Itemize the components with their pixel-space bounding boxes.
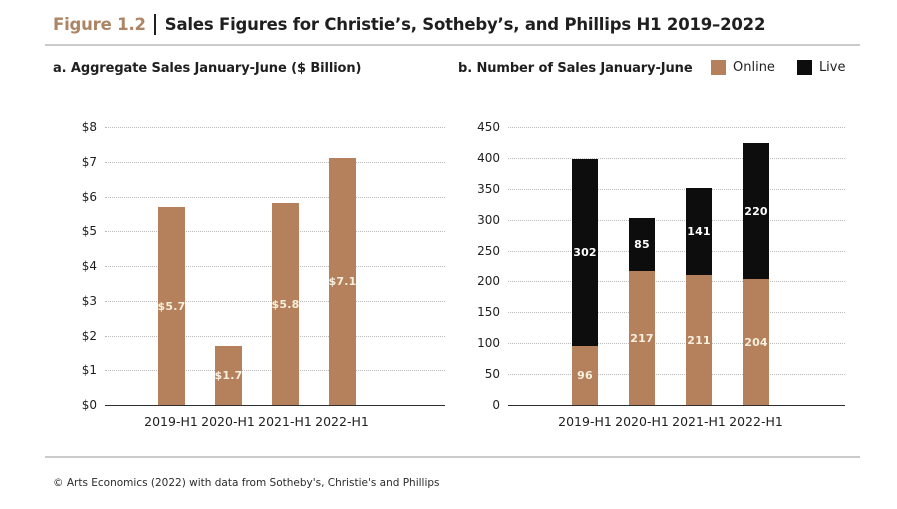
bar-value-label: $5.8 (272, 297, 299, 311)
y-tick-label: 250 (477, 244, 500, 258)
y-tick-label: $6 (81, 190, 97, 204)
gridline (508, 251, 845, 252)
bar-segment-online-2020-H1: 217 (629, 271, 655, 405)
bar-value-label: 211 (687, 333, 711, 347)
panel-a-subtitle: a. Aggregate Sales January-June ($ Billi… (53, 61, 362, 76)
y-tick-label: $0 (81, 398, 97, 412)
y-tick-label: $1 (81, 363, 97, 377)
y-tick-label: 450 (477, 120, 500, 134)
legend-item-live: Live (796, 60, 846, 75)
x-tick-label: 2019-H1 (144, 414, 198, 429)
gridline (105, 197, 445, 198)
chart-aggregate-sales: $0 $1 $2 $3 $4 $5 $6 $7 $8 2019-H1 $5.7 2020-H1 $1.7… (45, 110, 457, 458)
x-axis-baseline (508, 405, 845, 406)
gridline (105, 162, 445, 163)
x-tick-label: 2021-H1 (258, 414, 312, 429)
bar-segment-online-2022-H1: 204 (743, 279, 769, 405)
bar-segment-live-2019-H1: 302 (572, 159, 598, 346)
panel-b-subtitle: b. Number of Sales January-June (458, 61, 693, 76)
legend-label: Online (733, 60, 775, 75)
bar-segment-live-2022-H1: 220 (743, 143, 769, 279)
gridline (508, 343, 845, 344)
x-tick-label: 2020-H1 (201, 414, 255, 429)
x-axis-baseline (105, 405, 445, 406)
title-separator (153, 13, 156, 35)
bar-value-label: 217 (630, 331, 654, 345)
bar-value-label: $1.7 (215, 369, 242, 382)
gridline (508, 220, 845, 221)
y-tick-label: 400 (477, 151, 500, 165)
y-tick-label: 350 (477, 182, 500, 196)
y-tick-label: $7 (81, 155, 97, 169)
x-tick-label: 2022-H1 (729, 414, 783, 429)
y-tick-label: $3 (81, 294, 97, 308)
bar-2022-H1: $7.1 (329, 158, 356, 405)
gridline (508, 127, 845, 128)
x-tick-label: 2020-H1 (615, 414, 669, 429)
x-tick-label: 2021-H1 (672, 414, 726, 429)
y-tick-label: $2 (81, 329, 97, 343)
chart-number-of-sales: 0 50 100 150 200 250 300 350 400 450 2019-H1 96 302 2… (450, 110, 852, 458)
bar-segment-online-2019-H1: 96 (572, 346, 598, 405)
bar-value-label: 141 (687, 225, 711, 238)
y-tick-label: 0 (492, 398, 500, 412)
gridline (508, 158, 845, 159)
bar-2021-H1: $5.8 (272, 203, 299, 405)
bar-value-label: 96 (577, 369, 593, 382)
gridline (105, 127, 445, 128)
bar-segment-online-2021-H1: 211 (686, 275, 712, 405)
bar-segment-live-2020-H1: 85 (629, 218, 655, 271)
figure-number-label: Figure 1.2 (53, 14, 146, 34)
gridline (508, 374, 845, 375)
bar-value-label: $5.7 (158, 299, 185, 313)
gridline (508, 312, 845, 313)
y-tick-label: $8 (81, 120, 97, 134)
chart-legend: Online Live (711, 60, 845, 75)
x-tick-label: 2019-H1 (558, 414, 612, 429)
y-tick-label: $5 (81, 224, 97, 238)
bar-2020-H1: $1.7 (215, 346, 242, 405)
bar-value-label: 302 (573, 246, 597, 259)
y-tick-label: 100 (477, 336, 500, 350)
gridline (508, 189, 845, 190)
bar-value-label: 85 (634, 238, 650, 251)
legend-swatch-online (711, 60, 726, 75)
legend-swatch-live (796, 60, 812, 75)
y-tick-label: 50 (484, 367, 500, 381)
source-note: © Arts Economics (2022) with data from S… (53, 477, 440, 489)
gridline (508, 281, 845, 282)
footer-divider (45, 456, 860, 458)
figure-header: Figure 1.2 Sales Figures for Christie’s,… (53, 11, 765, 37)
y-tick-label: 150 (477, 305, 500, 319)
bar-value-label: $7.1 (329, 275, 356, 288)
x-tick-label: 2022-H1 (315, 414, 369, 429)
y-tick-label: 300 (477, 213, 500, 227)
header-divider (45, 44, 860, 46)
y-tick-label: 200 (477, 274, 500, 288)
bar-2019-H1: $5.7 (158, 207, 185, 405)
bar-value-label: 220 (744, 204, 768, 218)
legend-label: Live (818, 60, 846, 75)
legend-item-online: Online (711, 60, 775, 75)
figure-title: Sales Figures for Christie’s, Sotheby’s,… (164, 14, 766, 34)
bar-value-label: 204 (744, 335, 768, 349)
bar-segment-live-2021-H1: 141 (686, 188, 712, 275)
y-tick-label: $4 (81, 259, 97, 273)
